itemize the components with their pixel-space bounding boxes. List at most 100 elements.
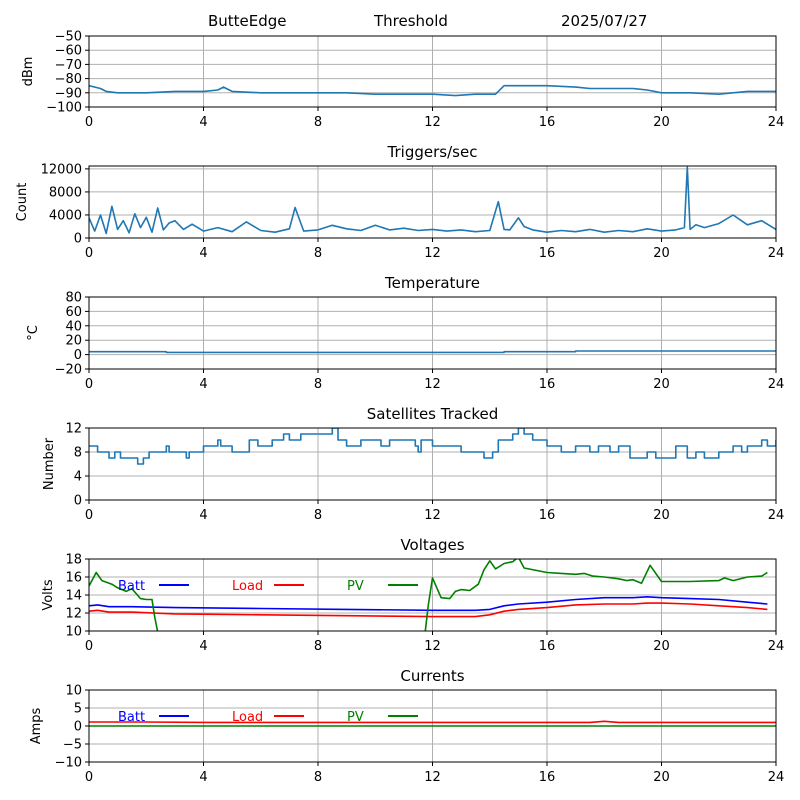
x-tick-label: 12 [424,508,441,523]
y-tick-label: −50 [55,30,82,45]
x-tick-label: 4 [199,115,207,130]
y-axis-label: Count [15,183,30,222]
series-group [89,720,776,727]
y-axis-label: °C [26,325,41,341]
x-tick-label: 12 [424,770,441,785]
x-tick-label: 16 [539,639,556,654]
x-tick-label: 12 [424,115,441,130]
y-tick-label: 60 [65,305,82,320]
x-tick-label: 0 [85,115,93,130]
series-group [89,350,776,354]
series-line [89,84,776,97]
x-tick-label: 24 [768,770,785,785]
legend: Batt Load PV [118,579,418,594]
x-tick-label: 24 [768,246,785,261]
y-tick-label: −5 [63,738,82,753]
y-axis-label: Volts [41,579,56,611]
x-tick-label: 4 [199,639,207,654]
series-group [89,166,776,235]
y-tick-label: 14 [65,589,82,604]
y-tick-label: 0 [74,232,82,247]
y-tick-label: −10 [55,756,82,771]
y-tick-label: 18 [65,553,82,568]
y-tick-label: 20 [65,334,82,349]
x-tick-label: 4 [199,377,207,392]
x-tick-label: 4 [199,508,207,523]
y-tick-label: 8 [74,446,82,461]
x-tick-label: 16 [539,508,556,523]
y-tick-label: 8000 [49,185,82,200]
x-tick-label: 0 [85,770,93,785]
y-tick-label: 12000 [41,162,82,177]
y-tick-label: −80 [55,72,82,87]
x-tick-label: 12 [424,246,441,261]
x-tick-label: 0 [85,508,93,523]
x-tick-label: 20 [653,246,670,261]
y-tick-label: 0 [74,494,82,509]
y-tick-label: 12 [65,607,82,622]
x-tick-label: 8 [314,377,322,392]
y-tick-label: −60 [55,44,82,59]
voltages-panel: 0 4 8 12 16 20 24 10 12 14 16 18 Voltages Volts Batt Lo… [41,536,784,654]
header-date: 2025/07/27 [561,12,647,30]
x-tick-label: 16 [539,770,556,785]
y-tick-label: 0 [74,348,82,363]
header-station: ButteEdge [208,12,287,30]
legend-label-pv: PV [347,710,364,725]
y-tick-label: 10 [65,684,82,699]
series-line [89,428,776,465]
x-tick-label: 24 [768,508,785,523]
y-tick-label: −100 [46,101,82,116]
x-tick-label: 20 [653,639,670,654]
satellites-panel: 0 4 8 12 16 20 24 0 4 8 12 Satellites Tracked Number [42,405,784,523]
x-tick-label: 16 [539,115,556,130]
chart-title: Currents [400,667,464,685]
x-tick-label: 8 [314,246,322,261]
series-line [89,350,776,354]
dbm-panel: 0 4 8 12 16 20 24 −100−90−80−70−60−50 dBm [21,30,784,131]
x-tick-label: 12 [424,639,441,654]
x-tick-label: 24 [768,639,785,654]
y-tick-label: 5 [74,702,82,717]
y-axis-label: Number [42,437,57,490]
x-tick-label: 8 [314,770,322,785]
series-group [89,84,776,97]
x-tick-label: 0 [85,246,93,261]
x-tick-label: 20 [653,508,670,523]
chart-title: Voltages [400,536,464,554]
y-tick-label: −70 [55,58,82,73]
legend-label-batt: Batt [118,579,145,594]
legend-label-load: Load [232,579,263,594]
series-line [89,166,776,235]
y-tick-label: −90 [55,86,82,101]
x-tick-label: 4 [199,770,207,785]
x-tick-label: 20 [653,770,670,785]
header-mode: Threshold [373,12,448,30]
series-line-load [89,720,776,724]
y-tick-label: 40 [65,319,82,334]
x-tick-label: 16 [539,246,556,261]
series-line-pv [89,559,768,631]
x-tick-label: 24 [768,377,785,392]
legend-label-batt: Batt [118,710,145,725]
x-tick-label: 24 [768,115,785,130]
y-axis-label: Amps [29,707,44,744]
x-tick-label: 12 [424,377,441,392]
x-tick-label: 20 [653,115,670,130]
x-tick-label: 8 [314,639,322,654]
chart-title: Temperature [384,274,480,292]
x-tick-label: 4 [199,246,207,261]
x-tick-label: 0 [85,377,93,392]
legend-label-pv: PV [347,579,364,594]
x-tick-label: 16 [539,377,556,392]
y-tick-label: 16 [65,571,82,586]
x-tick-label: 8 [314,508,322,523]
y-tick-label: 4 [74,470,82,485]
legend: Batt Load PV [118,710,418,725]
series-group [89,428,776,465]
y-axis-label: dBm [21,57,36,87]
x-tick-label: 0 [85,639,93,654]
currents-panel: 0 4 8 12 16 20 24 −10 −5 0 5 10 Currents Amps Batt Load… [29,667,784,785]
